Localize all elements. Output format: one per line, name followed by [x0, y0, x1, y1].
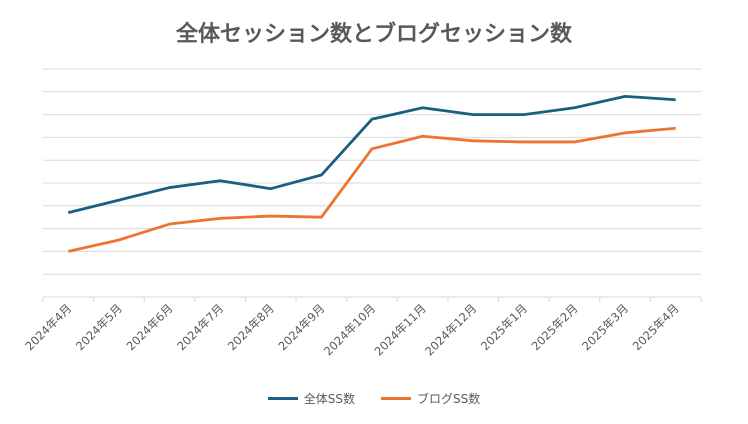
legend-swatch — [381, 397, 411, 400]
x-tick-label: 2024年8月 — [225, 301, 277, 353]
x-tick-label: 2024年7月 — [174, 301, 226, 353]
x-tick-label: 2024年6月 — [124, 301, 176, 353]
x-tick-label: 2024年9月 — [275, 301, 327, 353]
chart-title: 全体セッション数とブログセッション数 — [175, 22, 572, 47]
x-tick-label: 2024年5月 — [73, 301, 125, 353]
legend-item: 全体SS数 — [267, 390, 355, 407]
x-tick-label: 2024年4月 — [22, 301, 74, 353]
legend-item: ブログSS数 — [381, 390, 480, 407]
x-tick-label: 2024年10月 — [321, 301, 378, 358]
x-tick-label: 2025年4月 — [630, 301, 682, 353]
x-tick-label: 2024年11月 — [372, 301, 429, 358]
x-tick-label: 2025年1月 — [478, 301, 530, 353]
legend-label: 全体SS数 — [303, 392, 355, 406]
legend: 全体SS数 ブログSS数 — [0, 390, 748, 407]
x-tick-label: 2025年2月 — [529, 301, 581, 353]
x-tick-label: 2024年12月 — [422, 301, 479, 358]
legend-label: ブログSS数 — [417, 392, 481, 406]
x-tick-label: 2025年3月 — [579, 301, 631, 353]
series-line-0 — [67, 94, 676, 214]
legend-swatch — [267, 397, 298, 400]
